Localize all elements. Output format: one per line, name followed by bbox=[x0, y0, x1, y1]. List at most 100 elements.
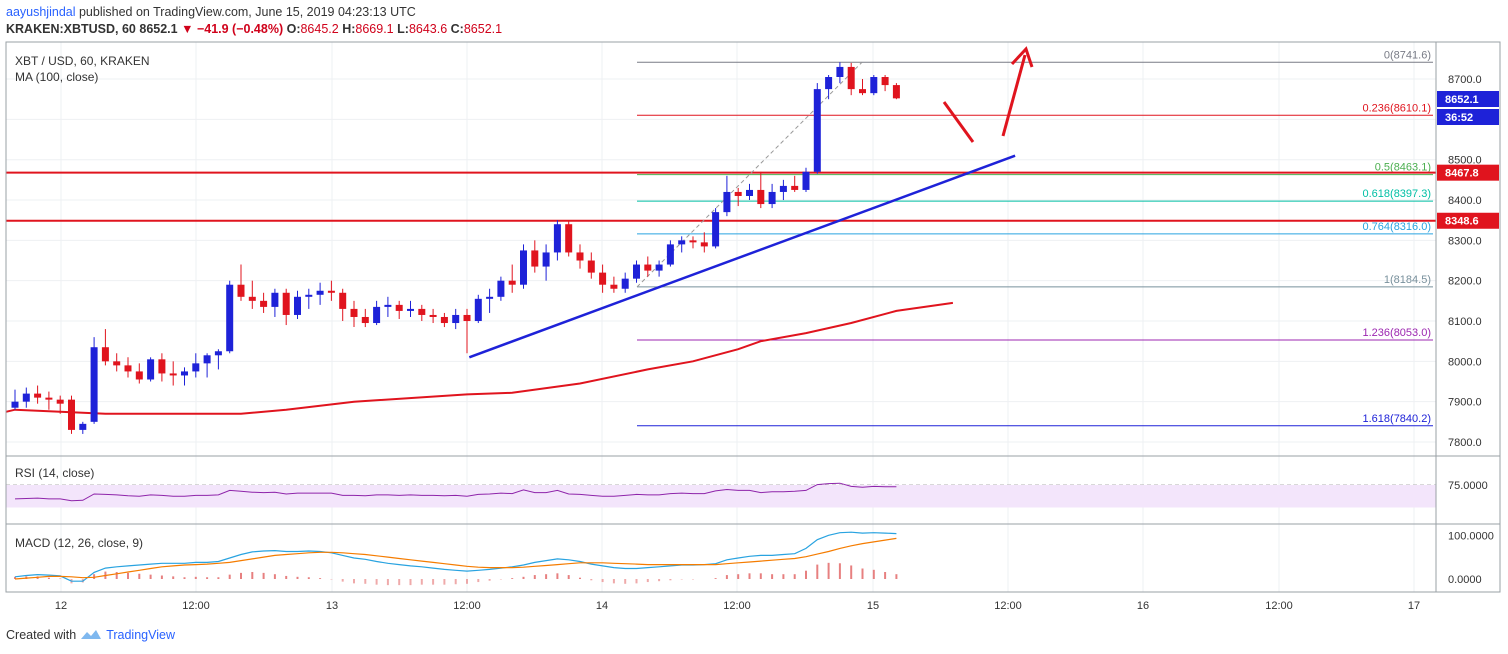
candle-body bbox=[463, 314, 471, 322]
price-change: ▼ −41.9 (−0.48%) bbox=[181, 22, 284, 36]
price-tick-label: 8300.0 bbox=[1448, 235, 1482, 247]
price-tick-label: 7900.0 bbox=[1448, 397, 1482, 409]
resistance-lines bbox=[6, 171, 1436, 222]
candle bbox=[395, 300, 403, 319]
resistance-2-tag-bg bbox=[1437, 212, 1499, 229]
candle bbox=[825, 74, 833, 100]
candle-body bbox=[587, 260, 595, 273]
last-price: 8652.1 bbox=[139, 22, 178, 36]
tradingview-link[interactable]: TradingView bbox=[106, 628, 175, 642]
bullish-trend-line bbox=[468, 154, 1016, 359]
candle bbox=[463, 308, 471, 354]
candle-body bbox=[327, 290, 335, 293]
candle bbox=[768, 183, 776, 209]
candle-body bbox=[881, 77, 889, 86]
candle-body bbox=[802, 171, 810, 190]
up-move-arrow bbox=[1001, 54, 1027, 137]
candle bbox=[101, 329, 109, 366]
candle-body bbox=[282, 292, 290, 315]
last-price-tag-bg bbox=[1437, 91, 1499, 107]
candle bbox=[486, 288, 494, 313]
candle-body bbox=[655, 264, 663, 271]
candle bbox=[68, 395, 75, 434]
candle bbox=[531, 240, 539, 273]
low-label: L: bbox=[397, 22, 409, 36]
publisher-link[interactable]: aayushjindal bbox=[6, 5, 76, 19]
candle bbox=[214, 349, 222, 370]
price-tick-label: 8100.0 bbox=[1448, 316, 1482, 328]
candle-body bbox=[644, 264, 652, 271]
symbol-line: KRAKEN:XBTUSD, 60 bbox=[6, 22, 136, 36]
candle-body bbox=[203, 355, 211, 364]
candle bbox=[621, 272, 629, 293]
candle-body bbox=[384, 304, 392, 307]
candle bbox=[542, 244, 550, 281]
candle-body bbox=[418, 308, 426, 315]
candle bbox=[260, 292, 268, 313]
price-tick-label: 8700.0 bbox=[1448, 74, 1482, 86]
candle-body bbox=[791, 185, 799, 190]
tradingview-logo-icon bbox=[81, 630, 102, 639]
candle-body bbox=[429, 314, 437, 317]
resistance-1-tag: 8467.8 bbox=[1445, 168, 1479, 180]
time-axis[interactable]: 12 12:00 13 12:00 14 12:00 15 12:00 16 12:00 17 bbox=[55, 600, 1420, 612]
candle-body bbox=[757, 189, 765, 205]
bar-timer-tag: 36:52 bbox=[1445, 112, 1473, 124]
candle-body bbox=[825, 77, 833, 90]
candle-body bbox=[723, 191, 731, 213]
macd-tick-label: 100.0000 bbox=[1448, 530, 1494, 542]
candle bbox=[553, 220, 561, 261]
candle bbox=[135, 363, 143, 384]
rsi-band bbox=[6, 485, 1436, 508]
candle bbox=[779, 179, 787, 201]
candle bbox=[700, 232, 708, 253]
time-tick-label: 12:00 bbox=[723, 600, 751, 612]
candle bbox=[802, 167, 810, 192]
candle bbox=[22, 387, 30, 408]
candle bbox=[440, 312, 448, 328]
candle bbox=[474, 294, 482, 324]
candle bbox=[497, 276, 505, 301]
fib-level-label: 0.764(8316.0) bbox=[1363, 221, 1432, 233]
candle bbox=[655, 260, 663, 277]
candle bbox=[712, 208, 720, 249]
ma-100-line bbox=[5, 301, 954, 415]
candle bbox=[226, 280, 234, 354]
candle bbox=[565, 220, 573, 257]
publish-info: aayushjindal published on TradingView.co… bbox=[6, 5, 416, 19]
macd-label: MACD (12, 26, close, 9) bbox=[15, 536, 143, 550]
candle-body bbox=[271, 292, 279, 307]
open-value: 8645.2 bbox=[300, 22, 339, 36]
time-tick-label: 12:00 bbox=[453, 600, 481, 612]
candle bbox=[644, 256, 652, 277]
candle bbox=[350, 300, 358, 328]
candle-body bbox=[214, 351, 222, 356]
price-tags: 8652.1 36:52 8467.8 8348.6 bbox=[1437, 91, 1499, 229]
candle-body bbox=[486, 296, 494, 299]
fib-level-label: 0(8741.6) bbox=[1384, 49, 1431, 61]
candle-body bbox=[734, 191, 742, 196]
candle bbox=[113, 353, 121, 372]
candle-body bbox=[113, 361, 121, 366]
published-text: published on TradingView.com, June 15, 2… bbox=[78, 5, 416, 19]
candle-body bbox=[508, 280, 516, 285]
candle-body bbox=[68, 399, 75, 430]
candle bbox=[192, 353, 200, 378]
candle bbox=[384, 296, 392, 317]
candle-body bbox=[870, 77, 878, 94]
price-axis[interactable]: 7800.0 7900.0 8000.0 8100.0 8200.0 8300.0 8400… bbox=[1448, 74, 1494, 586]
candle bbox=[508, 264, 516, 293]
time-tick-label: 12:00 bbox=[994, 600, 1022, 612]
open-label: O: bbox=[286, 22, 301, 36]
candle-body bbox=[158, 359, 166, 374]
resistance-1-tag-bg bbox=[1437, 164, 1499, 181]
candle bbox=[610, 276, 618, 293]
candle bbox=[79, 421, 87, 434]
fib-retracement: 0(8741.6) 0.236(8610.1) 0.5(8463.1) 0.618(8… bbox=[637, 49, 1433, 427]
candle-body bbox=[712, 212, 720, 247]
symbol-info: KRAKEN:XBTUSD, 60 8652.1 ▼ −41.9 (−0.48%… bbox=[6, 22, 502, 36]
candle bbox=[147, 357, 155, 382]
time-tick-label: 12 bbox=[55, 600, 67, 612]
candle-body bbox=[226, 284, 234, 352]
